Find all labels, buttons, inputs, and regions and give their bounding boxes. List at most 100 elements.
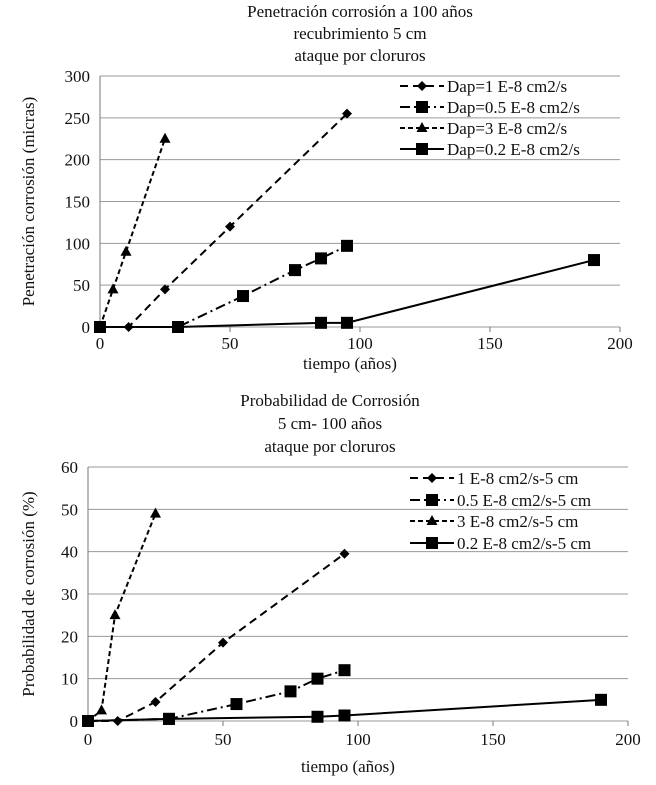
chart-title-line: 5 cm- 100 años bbox=[278, 414, 382, 433]
data-point bbox=[109, 609, 121, 620]
legend-marker bbox=[416, 101, 428, 113]
data-point bbox=[595, 693, 607, 706]
data-point bbox=[289, 264, 301, 277]
series-4 bbox=[94, 254, 600, 333]
x-tick-label: 150 bbox=[477, 334, 503, 353]
series-1 bbox=[95, 108, 352, 332]
y-tick-label: 20 bbox=[61, 627, 78, 646]
legend-entry: Dap=1 E-8 cm2/s bbox=[400, 77, 567, 96]
legend-label: 0.5 E-8 cm2/s-5 cm bbox=[457, 491, 591, 510]
data-point bbox=[339, 548, 350, 559]
legend-label: 0.2 E-8 cm2/s-5 cm bbox=[457, 534, 591, 553]
data-point bbox=[160, 284, 170, 295]
data-point bbox=[150, 507, 161, 518]
series-1 bbox=[83, 548, 350, 726]
y-tick-label: 250 bbox=[65, 109, 91, 128]
y-axis-label: Probabilidad de corrosión (%) bbox=[19, 491, 38, 696]
data-point bbox=[341, 316, 353, 329]
legend-label: 3 E-8 cm2/s-5 cm bbox=[457, 512, 578, 531]
y-tick-label: 60 bbox=[61, 458, 78, 477]
y-tick-label: 50 bbox=[73, 276, 90, 295]
data-point bbox=[163, 712, 175, 725]
x-tick-label: 200 bbox=[607, 334, 633, 353]
x-tick-label: 100 bbox=[345, 730, 371, 749]
series-3 bbox=[94, 132, 171, 331]
y-tick-label: 100 bbox=[65, 234, 91, 253]
series-line bbox=[87, 513, 157, 722]
y-tick-label: 0 bbox=[82, 318, 91, 337]
data-point bbox=[225, 221, 235, 232]
data-point bbox=[172, 321, 184, 333]
data-point bbox=[120, 245, 132, 256]
data-point bbox=[230, 698, 243, 711]
legend-label: Dap=1 E-8 cm2/s bbox=[447, 77, 567, 96]
legend-entry: 0.2 E-8 cm2/s-5 cm bbox=[410, 534, 591, 553]
legend-entry: 0.5 E-8 cm2/s-5 cm bbox=[410, 491, 591, 510]
x-tick-label: 0 bbox=[96, 334, 105, 353]
legend-label: 1 E-8 cm2/s-5 cm bbox=[457, 469, 578, 488]
legend-marker bbox=[417, 81, 427, 91]
x-axis-label: tiempo (años) bbox=[301, 757, 395, 776]
data-point bbox=[341, 239, 353, 252]
data-point bbox=[311, 710, 324, 723]
x-axis-label: tiempo (años) bbox=[303, 354, 397, 373]
data-point bbox=[159, 132, 171, 143]
series-line bbox=[88, 552, 346, 722]
series-3 bbox=[82, 507, 161, 725]
legend-marker bbox=[416, 143, 428, 155]
data-point bbox=[150, 696, 161, 707]
x-tick-label: 200 bbox=[615, 730, 641, 749]
legend-entry: Dap=0.2 E-8 cm2/s bbox=[400, 140, 580, 159]
chart-title-line: recubrimiento 5 cm bbox=[293, 24, 426, 43]
data-point bbox=[96, 704, 107, 715]
chart-2: Probabilidad de Corrosión 5 cm- 100 años a… bbox=[19, 391, 641, 776]
y-tick-label: 150 bbox=[65, 193, 91, 212]
data-point bbox=[107, 283, 119, 294]
chart-1: Penetración corrosión a 100 años recubrim… bbox=[19, 2, 633, 373]
x-tick-label: 50 bbox=[222, 334, 239, 353]
data-point bbox=[588, 254, 600, 267]
data-point bbox=[94, 321, 106, 333]
data-point bbox=[311, 672, 324, 685]
chart-title-line: Probabilidad de Corrosión bbox=[240, 391, 420, 410]
legend-label: Dap=3 E-8 cm2/s bbox=[447, 119, 567, 138]
legend-marker bbox=[426, 537, 438, 549]
data-point bbox=[82, 715, 94, 727]
x-tick-label: 50 bbox=[215, 730, 232, 749]
y-tick-label: 30 bbox=[61, 585, 78, 604]
chart-title-line: ataque por cloruros bbox=[264, 437, 395, 456]
legend-entry: 3 E-8 cm2/s-5 cm bbox=[410, 512, 578, 531]
x-tick-label: 100 bbox=[347, 334, 373, 353]
y-axis-label: Penetración corrosión (micras) bbox=[19, 97, 38, 307]
data-point bbox=[315, 252, 327, 265]
y-tick-label: 40 bbox=[61, 543, 78, 562]
legend-entry: Dap=0.5 E-8 cm2/s bbox=[400, 98, 580, 117]
data-point bbox=[338, 709, 351, 722]
legend-entry: Dap=3 E-8 cm2/s bbox=[400, 119, 567, 138]
x-tick-label: 0 bbox=[84, 730, 93, 749]
y-tick-label: 300 bbox=[65, 67, 91, 86]
legend-marker bbox=[426, 515, 438, 525]
legend-marker bbox=[416, 122, 428, 132]
series-4 bbox=[82, 693, 607, 727]
data-point bbox=[338, 664, 351, 677]
series-line bbox=[87, 669, 345, 722]
legend-label: Dap=0.2 E-8 cm2/s bbox=[447, 140, 580, 159]
legend-entry: 1 E-8 cm2/s-5 cm bbox=[410, 469, 578, 488]
y-tick-label: 10 bbox=[61, 670, 78, 689]
data-point bbox=[237, 290, 249, 303]
chart-title-line: Penetración corrosión a 100 años bbox=[247, 2, 473, 21]
legend-marker bbox=[427, 473, 437, 483]
data-point bbox=[342, 108, 352, 119]
chart-title-line: ataque por cloruros bbox=[294, 46, 425, 65]
y-tick-label: 0 bbox=[70, 712, 79, 731]
data-point bbox=[284, 685, 297, 698]
data-point bbox=[315, 316, 327, 329]
series-line bbox=[99, 138, 166, 328]
x-tick-label: 150 bbox=[480, 730, 506, 749]
data-point bbox=[218, 637, 228, 648]
series-2 bbox=[94, 239, 353, 333]
y-tick-label: 50 bbox=[61, 500, 78, 519]
series-line bbox=[100, 244, 348, 328]
